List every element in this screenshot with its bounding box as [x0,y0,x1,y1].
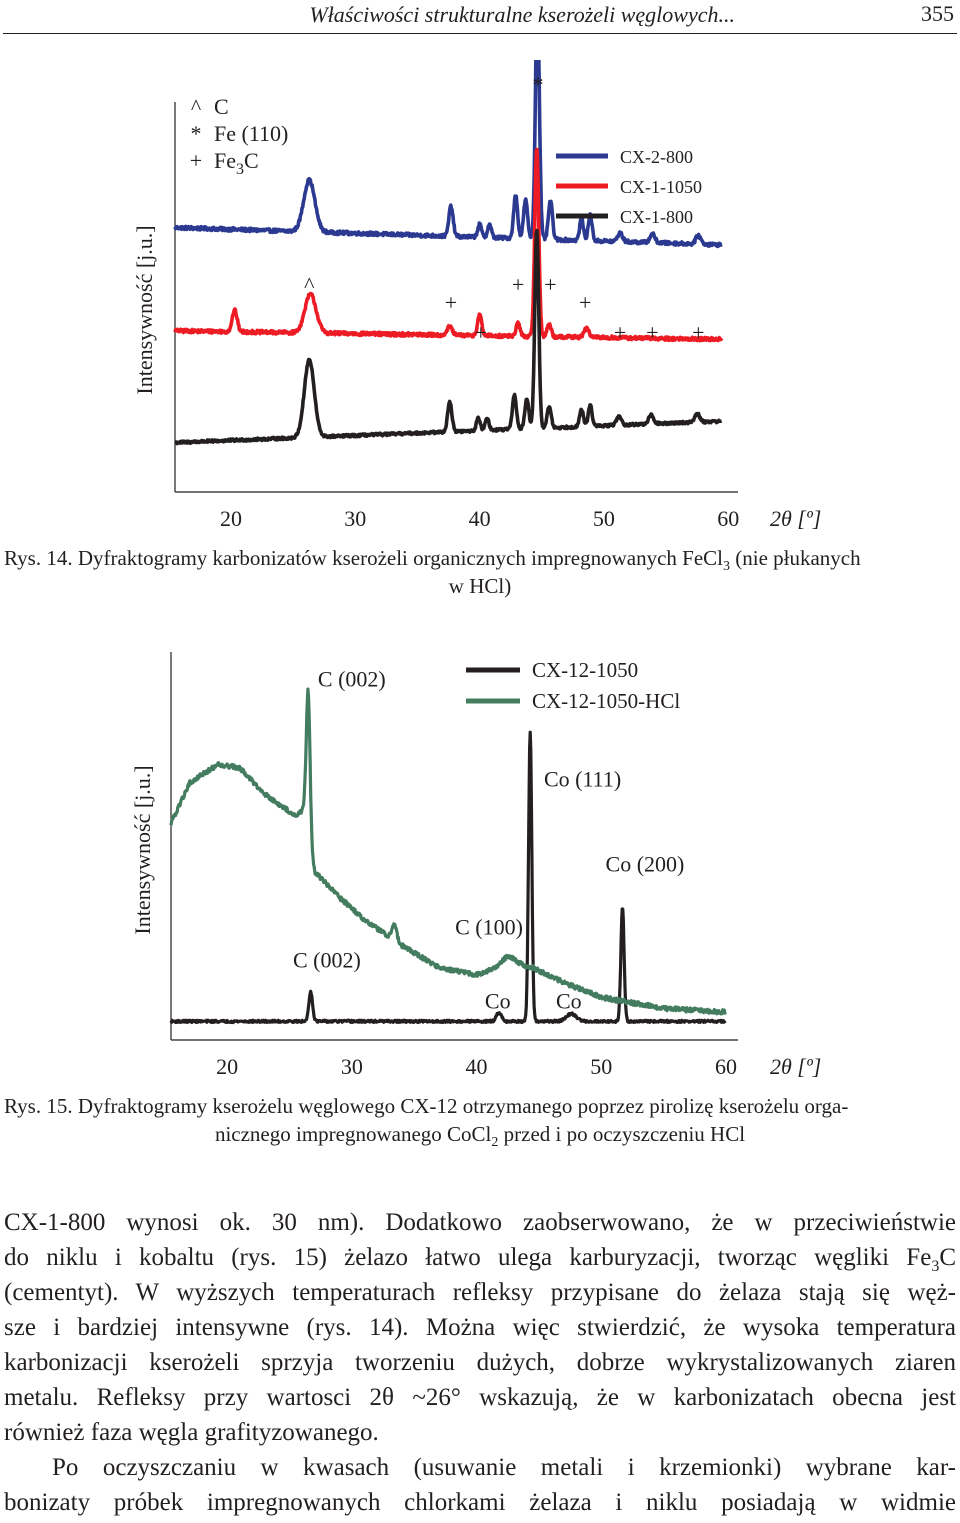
peak-marker: ^ [304,272,315,297]
x-tick-label: 30 [344,506,366,530]
caption-15-text-c: przed i po oczyszczeniu HCl [498,1122,746,1146]
peak-marker: + [512,272,524,297]
peak-annotation: Co [556,988,582,1013]
figure-14-chart: 20 30 40 50 60 2θ [º] Intensywność [j.u.] CX-2-… [132,60,821,530]
page-header: Właściwości strukturalne kserożeli węglo… [0,0,960,40]
x-axis-label: 2θ [º] [770,1054,821,1079]
caption-14-text-c: w HCl) [448,574,512,598]
caption-14-text-a: Rys. 14. Dyfraktogramy karbonizatów kser… [4,546,723,570]
legend-label: CX-12-1050-HCl [532,689,680,713]
running-title: Właściwości strukturalne kserożeli węglo… [309,2,735,27]
x-axis-label: 2θ [º] [770,506,821,530]
legend-label: CX-1-1050 [620,177,702,197]
peak-marker: * [533,72,544,97]
y-axis-label: Intensywność [j.u.] [132,225,157,394]
x-tick-label: 40 [469,506,491,530]
figure-14-caption: Rys. 14. Dyfraktogramy karbonizatów kser… [4,544,956,600]
symbol-legend-marker: ^ [191,94,202,119]
body-line: (cementyt). W wyższych temperaturach ref… [4,1279,956,1306]
symbol-legend-label: Fe (110) [214,121,288,146]
body-line-part: C [939,1244,956,1271]
caption-14-text-b: (nie płukanych [730,546,861,570]
peak-marker: + [579,290,591,315]
symbol-legend-marker: + [190,148,202,173]
header-rule [3,33,957,34]
body-line: CX-1-800 wynosi ok. 30 nm). Dodatkowo za… [4,1209,956,1236]
peak-marker: + [692,320,704,345]
symbol-legend-marker: * [191,121,202,146]
peak-annotation: C (002) [318,667,386,692]
body-line: również faza węgla grafityzowanego. [4,1419,379,1446]
caption-15-text-a: Rys. 15. Dyfraktogramy kserożelu węglowe… [4,1094,849,1118]
legend-label: CX-2-800 [620,147,693,167]
peak-marker: + [475,320,487,345]
peak-annotation: C (002) [293,948,361,973]
series-line-cx-1-800 [173,228,723,446]
body-line-subscript: 3 [931,1258,940,1275]
x-tick-label: 50 [593,506,615,530]
x-tick-label: 20 [220,506,242,530]
peak-marker: + [646,320,658,345]
peak-marker: + [445,290,457,315]
body-line: metalu. Refleksy przy wartosci 2θ ~26° w… [4,1384,956,1411]
x-tick-label: 50 [590,1054,612,1079]
body-line: sze i bardziej intensywne (rys. 14). Moż… [4,1314,956,1341]
x-tick-label: 60 [717,506,739,530]
symbol-legend-label: C [214,94,229,119]
body-line: do niklu i kobaltu (rys. 15) żelazo łatw… [4,1240,956,1275]
body-line: Po oczyszczaniu w kwasach (usuwanie meta… [52,1454,956,1481]
peak-annotation: C (100) [455,914,523,939]
body-paragraph: CX-1-800 wynosi ok. 30 nm). Dodatkowo za… [4,1205,956,1520]
caption-15-text-b: nicznego impregnowanego CoCl [214,1122,492,1146]
caption-14-subscript: 3 [723,559,730,575]
figure-15-caption: Rys. 15. Dyfraktogramy kserożelu węglowe… [4,1092,956,1151]
caption-15-subscript: 2 [491,1135,499,1151]
page-number: 355 [921,1,954,26]
body-line: bonizaty próbek impregnowanych chlorkami… [4,1489,956,1516]
legend-label: CX-1-800 [620,207,693,227]
y-axis-label: Intensywność [j.u.] [130,765,155,934]
series-line-cx-2-800 [173,60,723,249]
peak-marker: + [614,320,626,345]
body-line: karbonizacji kserożeli sprzyja tworzeniu… [4,1349,956,1376]
peak-annotation: Co (111) [544,766,621,791]
x-tick-label: 40 [466,1054,488,1079]
peak-annotation: Co [485,988,511,1013]
x-tick-label: 20 [216,1054,238,1079]
body-line-part: do niklu i kobaltu (rys. 15) żelazo łatw… [4,1244,932,1271]
legend-label: CX-12-1050 [532,658,638,682]
series-line-cx-12-1050-hcl [169,687,727,1016]
x-tick-label: 60 [715,1054,737,1079]
figure-15-chart: 20 30 40 50 60 2θ [º] Intensywność [j.u.] CX-12… [130,652,821,1079]
peak-marker: + [544,272,556,297]
series-line-cx-1-1050 [173,147,724,343]
series-line-cx-12-1050 [169,730,727,1025]
symbol-legend-label: Fe3C [214,148,259,178]
x-tick-label: 30 [341,1054,363,1079]
peak-annotation: Co (200) [606,852,685,877]
